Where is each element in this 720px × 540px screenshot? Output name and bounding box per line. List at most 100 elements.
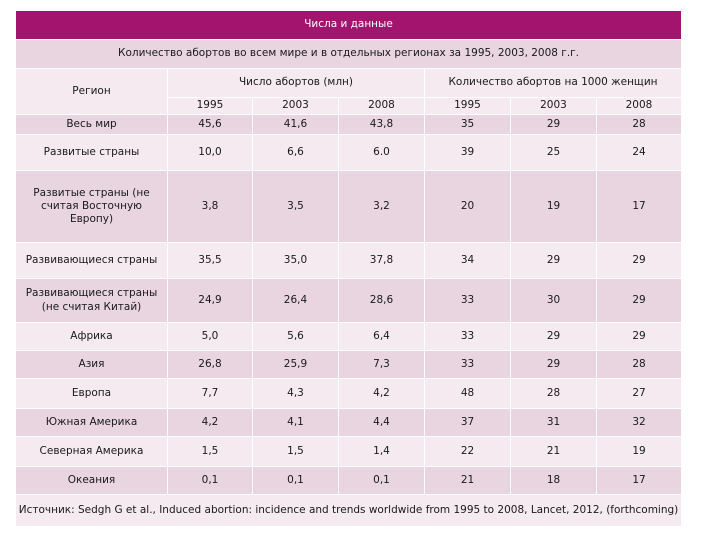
value-cell: 7,7 <box>167 378 253 409</box>
value-cell: 0,1 <box>338 466 425 495</box>
value-cell: 26,4 <box>252 278 339 323</box>
value-cell: 21 <box>510 436 597 467</box>
value-cell: 29 <box>596 278 682 323</box>
value-cell: 17 <box>596 170 682 243</box>
value-cell: 33 <box>424 278 511 323</box>
value-cell: 21 <box>424 466 511 495</box>
table-row: Южная Америка 4,2 4,1 4,4 37 31 32 <box>15 408 682 437</box>
region-cell: Развитые страны <box>15 134 168 171</box>
table-row: Северная Америка 1,5 1,5 1,4 22 21 19 <box>15 436 682 467</box>
table-row: Развитые страны (не считая Восточную Евр… <box>15 170 682 243</box>
table-title: Числа и данные <box>15 10 682 40</box>
abortions-per-1000-header: Количество абортов на 1000 женщин <box>424 68 682 98</box>
value-cell: 6,6 <box>252 134 339 171</box>
value-cell: 43,8 <box>338 114 425 135</box>
value-cell: 48 <box>424 378 511 409</box>
value-cell: 1,5 <box>252 436 339 467</box>
year-header: 1995 <box>424 97 511 115</box>
value-cell: 35,5 <box>167 242 253 279</box>
value-cell: 37,8 <box>338 242 425 279</box>
value-cell: 27 <box>596 378 682 409</box>
value-cell: 35 <box>424 114 511 135</box>
value-cell: 20 <box>424 170 511 243</box>
value-cell: 33 <box>424 350 511 379</box>
value-cell: 3,8 <box>167 170 253 243</box>
source-note: Источник: Sedgh G et al., Induced aborti… <box>15 494 682 527</box>
table-row: Европа 7,7 4,3 4,2 48 28 27 <box>15 378 682 409</box>
table-row: Азия 26,8 25,9 7,3 33 29 28 <box>15 350 682 379</box>
value-cell: 0,1 <box>167 466 253 495</box>
value-cell: 4,2 <box>167 408 253 437</box>
value-cell: 19 <box>510 170 597 243</box>
value-cell: 25,9 <box>252 350 339 379</box>
value-cell: 32 <box>596 408 682 437</box>
value-cell: 29 <box>510 322 597 351</box>
value-cell: 5,6 <box>252 322 339 351</box>
abortions-millions-header: Число абортов (млн) <box>167 68 425 98</box>
region-cell: Весь мир <box>15 114 168 135</box>
value-cell: 29 <box>596 322 682 351</box>
value-cell: 34 <box>424 242 511 279</box>
value-cell: 35,0 <box>252 242 339 279</box>
value-cell: 0,1 <box>252 466 339 495</box>
value-cell: 6.0 <box>338 134 425 171</box>
value-cell: 7,3 <box>338 350 425 379</box>
value-cell: 29 <box>510 242 597 279</box>
value-cell: 1,4 <box>338 436 425 467</box>
value-cell: 4,2 <box>338 378 425 409</box>
year-header: 2008 <box>338 97 425 115</box>
value-cell: 45,6 <box>167 114 253 135</box>
region-cell: Океания <box>15 466 168 495</box>
value-cell: 4,3 <box>252 378 339 409</box>
value-cell: 24 <box>596 134 682 171</box>
year-header: 2008 <box>596 97 682 115</box>
value-cell: 22 <box>424 436 511 467</box>
region-header: Регион <box>15 68 168 115</box>
value-cell: 5,0 <box>167 322 253 351</box>
region-cell: Развитые страны (не считая Восточную Евр… <box>15 170 168 243</box>
value-cell: 25 <box>510 134 597 171</box>
region-cell: Азия <box>15 350 168 379</box>
value-cell: 4,1 <box>252 408 339 437</box>
region-cell: Южная Америка <box>15 408 168 437</box>
value-cell: 28 <box>596 350 682 379</box>
value-cell: 28,6 <box>338 278 425 323</box>
value-cell: 26,8 <box>167 350 253 379</box>
value-cell: 30 <box>510 278 597 323</box>
value-cell: 29 <box>510 350 597 379</box>
value-cell: 39 <box>424 134 511 171</box>
table-row: Океания 0,1 0,1 0,1 21 18 17 <box>15 466 682 495</box>
table-subtitle: Количество абортов во всем мире и в отде… <box>15 39 682 69</box>
value-cell: 28 <box>510 378 597 409</box>
value-cell: 4,4 <box>338 408 425 437</box>
table-row: Африка 5,0 5,6 6,4 33 29 29 <box>15 322 682 351</box>
value-cell: 31 <box>510 408 597 437</box>
value-cell: 17 <box>596 466 682 495</box>
value-cell: 41,6 <box>252 114 339 135</box>
region-cell: Развивающиеся страны (не считая Китай) <box>15 278 168 323</box>
value-cell: 28 <box>596 114 682 135</box>
value-cell: 29 <box>596 242 682 279</box>
value-cell: 37 <box>424 408 511 437</box>
value-cell: 19 <box>596 436 682 467</box>
year-header: 2003 <box>252 97 339 115</box>
region-cell: Африка <box>15 322 168 351</box>
table-row: Развивающиеся страны (не считая Китай) 24… <box>15 278 682 323</box>
year-header: 2003 <box>510 97 597 115</box>
value-cell: 1,5 <box>167 436 253 467</box>
value-cell: 3,2 <box>338 170 425 243</box>
region-cell: Европа <box>15 378 168 409</box>
table-row: Развитые страны 10,0 6,6 6.0 39 25 24 <box>15 134 682 171</box>
table-row: Весь мир 45,6 41,6 43,8 35 29 28 <box>15 114 682 135</box>
abortion-statistics-table: Числа и данные Количество абортов во все… <box>15 10 682 527</box>
value-cell: 18 <box>510 466 597 495</box>
table-row: Развивающиеся страны 35,5 35,0 37,8 34 29 29 <box>15 242 682 279</box>
region-cell: Развивающиеся страны <box>15 242 168 279</box>
value-cell: 10,0 <box>167 134 253 171</box>
region-cell: Северная Америка <box>15 436 168 467</box>
value-cell: 3,5 <box>252 170 339 243</box>
value-cell: 29 <box>510 114 597 135</box>
value-cell: 24,9 <box>167 278 253 323</box>
value-cell: 33 <box>424 322 511 351</box>
year-header: 1995 <box>167 97 253 115</box>
